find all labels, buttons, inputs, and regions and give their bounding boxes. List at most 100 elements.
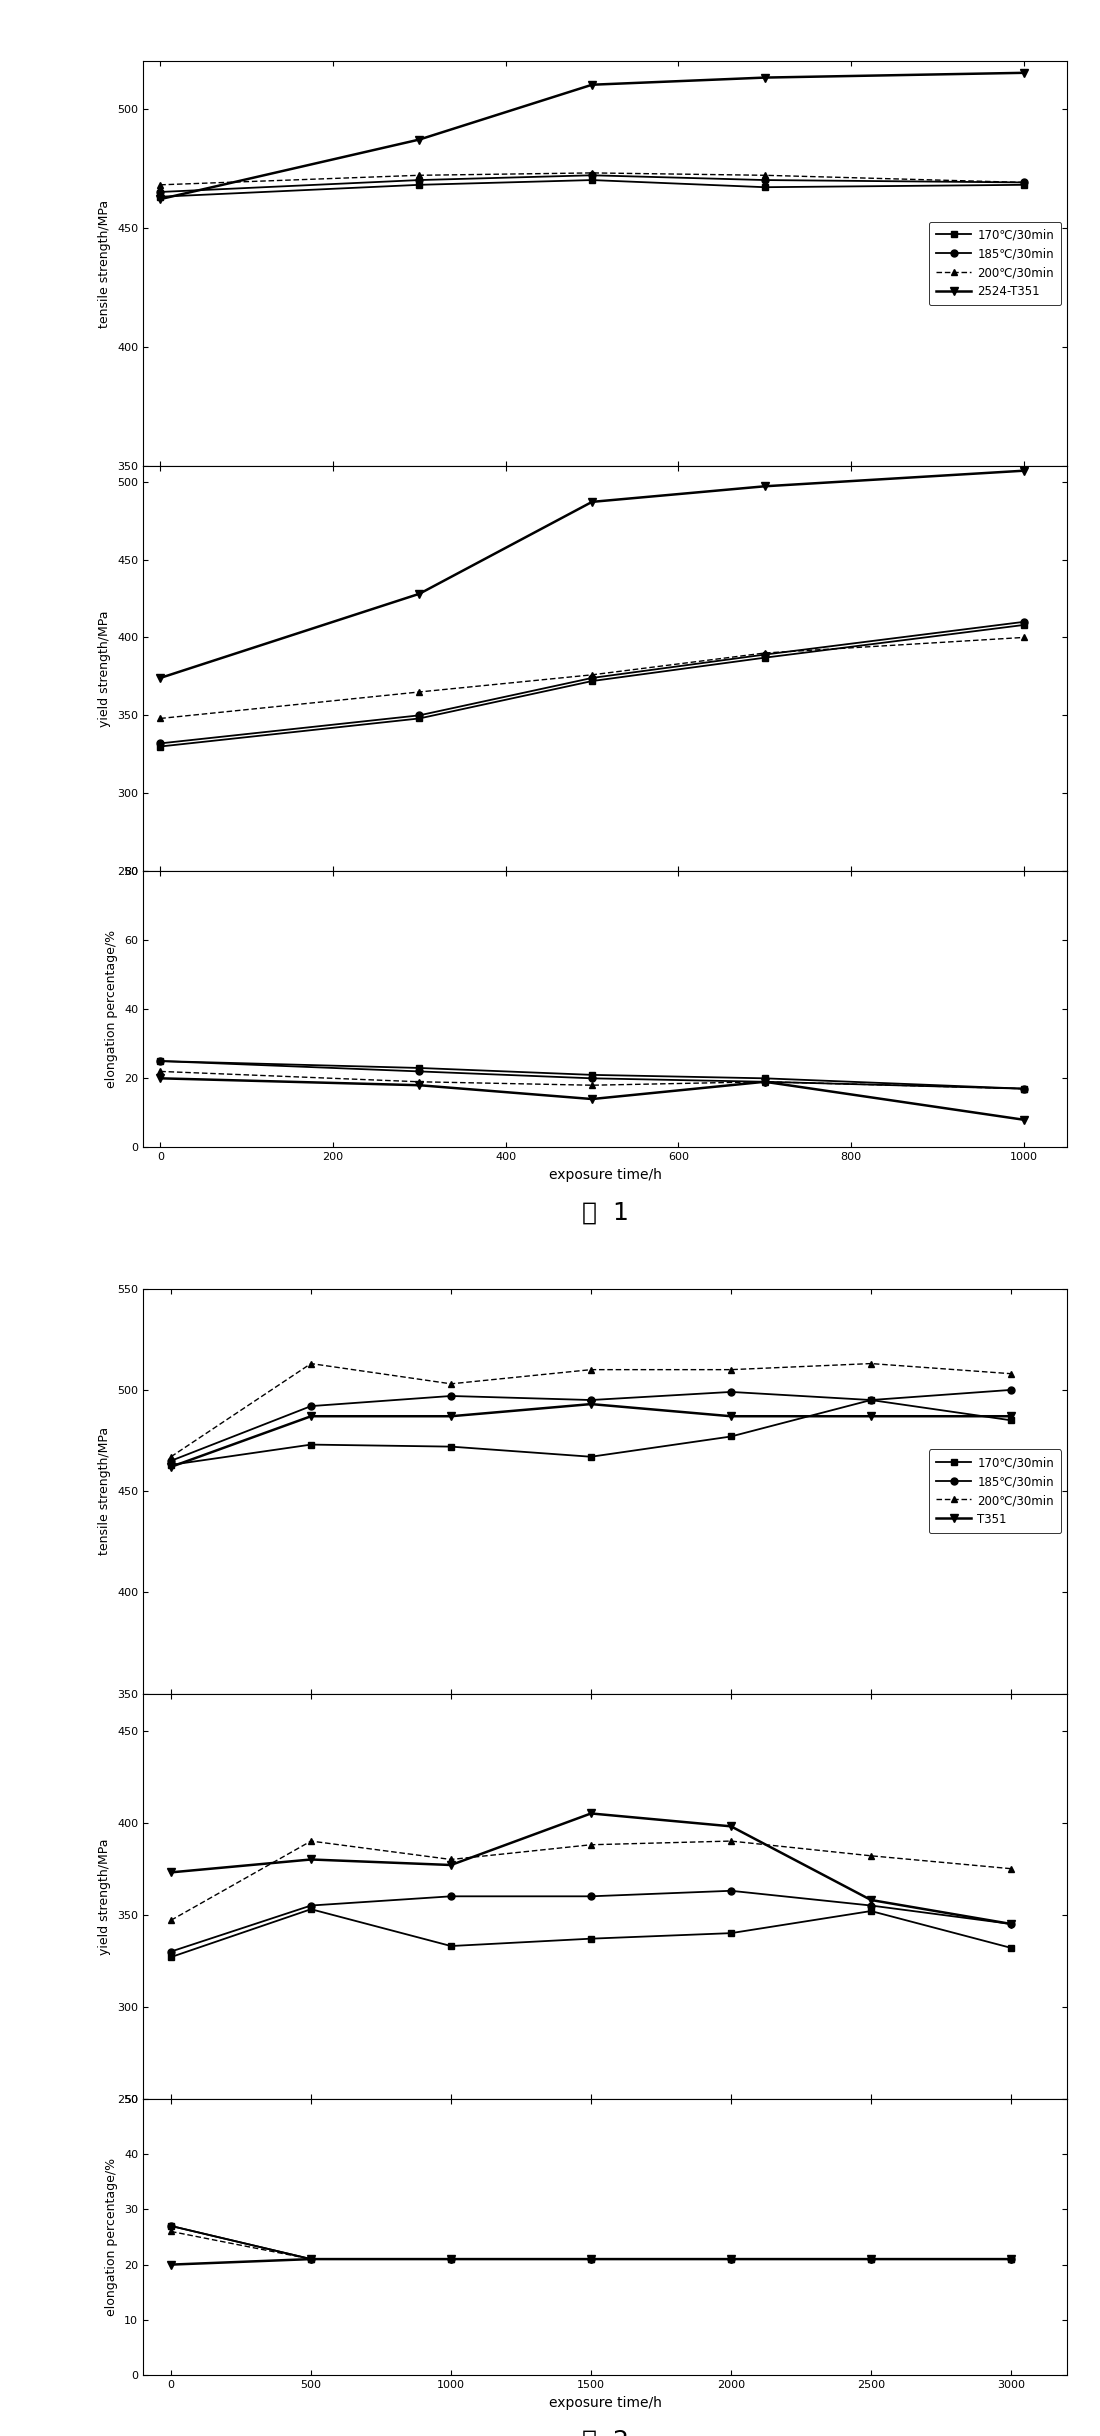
170℃/30min [164, 1449, 177, 1479]
Line: 2524-T351: 2524-T351 [156, 1074, 1028, 1123]
185℃/30min [305, 1890, 318, 1920]
Y-axis label: yield strength/MPa: yield strength/MPa [99, 1839, 111, 1954]
2524-T351 [758, 1067, 771, 1096]
185℃/30min [758, 166, 771, 195]
170℃/30min [1004, 2244, 1018, 2273]
200℃/30min [865, 2244, 878, 2273]
185℃/30min [725, 1376, 738, 1406]
T351 [725, 1812, 738, 1842]
2524-T351 [585, 487, 598, 516]
185℃/30min [1018, 607, 1031, 636]
T351 [725, 1401, 738, 1430]
170℃/30min [865, 1386, 878, 1415]
200℃/30min [865, 1350, 878, 1379]
200℃/30min [725, 2244, 738, 2273]
170℃/30min [865, 2244, 878, 2273]
Line: T351: T351 [167, 2256, 1015, 2268]
170℃/30min [154, 1047, 167, 1077]
170℃/30min [585, 1060, 598, 1089]
200℃/30min [305, 1827, 318, 1856]
200℃/30min [584, 1829, 597, 1859]
200℃/30min [725, 1827, 738, 1856]
Line: 200℃/30min: 200℃/30min [157, 1067, 1027, 1091]
170℃/30min [725, 1423, 738, 1452]
Legend: 170℃/30min, 185℃/30min, 200℃/30min, T351: 170℃/30min, 185℃/30min, 200℃/30min, T351 [928, 1449, 1062, 1532]
T351 [584, 1389, 597, 1418]
200℃/30min [305, 2244, 318, 2273]
185℃/30min [865, 2244, 878, 2273]
185℃/30min [1004, 1910, 1018, 1939]
2524-T351 [585, 71, 598, 100]
200℃/30min [305, 1350, 318, 1379]
200℃/30min [1004, 2244, 1018, 2273]
2524-T351 [758, 63, 771, 93]
170℃/30min [584, 1924, 597, 1954]
170℃/30min [1018, 171, 1031, 200]
Y-axis label: tensile strength/MPa: tensile strength/MPa [99, 1427, 111, 1554]
2524-T351 [585, 1084, 598, 1113]
170℃/30min [444, 1932, 458, 1961]
Y-axis label: elongation percentage/%: elongation percentage/% [106, 931, 119, 1089]
185℃/30min [164, 2212, 177, 2241]
Text: 图  1: 图 1 [582, 1201, 628, 1225]
200℃/30min [412, 1067, 426, 1096]
Line: 2524-T351: 2524-T351 [156, 68, 1028, 202]
170℃/30min [444, 1432, 458, 1462]
170℃/30min [1018, 611, 1031, 641]
185℃/30min [1018, 168, 1031, 197]
200℃/30min [1018, 168, 1031, 197]
Line: 200℃/30min: 200℃/30min [167, 2229, 1014, 2263]
185℃/30min [412, 702, 426, 731]
185℃/30min [154, 1047, 167, 1077]
170℃/30min [725, 1920, 738, 1949]
200℃/30min [164, 1442, 177, 1471]
Line: 200℃/30min: 200℃/30min [167, 1359, 1014, 1459]
200℃/30min [584, 2244, 597, 2273]
2524-T351 [412, 1069, 426, 1099]
200℃/30min [585, 158, 598, 188]
200℃/30min [412, 161, 426, 190]
Text: 图  2: 图 2 [582, 2429, 628, 2436]
200℃/30min [1018, 1074, 1031, 1104]
Y-axis label: tensile strength/MPa: tensile strength/MPa [99, 200, 111, 326]
185℃/30min [584, 1386, 597, 1415]
185℃/30min [412, 1057, 426, 1086]
T351 [1004, 2244, 1018, 2273]
Legend: 170℃/30min, 185℃/30min, 200℃/30min, 2524-T351: 170℃/30min, 185℃/30min, 200℃/30min, 2524… [928, 222, 1062, 304]
170℃/30min [758, 173, 771, 202]
Line: 170℃/30min: 170℃/30min [167, 1905, 1014, 1961]
185℃/30min [305, 1391, 318, 1420]
185℃/30min [305, 2244, 318, 2273]
185℃/30min [758, 1067, 771, 1096]
T351 [164, 1452, 177, 1481]
200℃/30min [585, 1069, 598, 1099]
2524-T351 [154, 1065, 167, 1094]
200℃/30min [154, 704, 167, 733]
185℃/30min [585, 161, 598, 190]
200℃/30min [758, 161, 771, 190]
Line: 170℃/30min: 170℃/30min [167, 2222, 1014, 2263]
Line: T351: T351 [167, 1401, 1015, 1471]
T351 [444, 2244, 458, 2273]
200℃/30min [758, 1067, 771, 1096]
Line: 200℃/30min: 200℃/30min [167, 1837, 1014, 1924]
170℃/30min [412, 1052, 426, 1082]
T351 [865, 1885, 878, 1915]
200℃/30min [865, 1842, 878, 1871]
170℃/30min [305, 1895, 318, 1924]
Y-axis label: yield strength/MPa: yield strength/MPa [99, 611, 111, 726]
200℃/30min [412, 677, 426, 706]
185℃/30min [164, 1937, 177, 1966]
185℃/30min [725, 1876, 738, 1905]
200℃/30min [444, 1844, 458, 1873]
185℃/30min [1004, 1376, 1018, 1406]
200℃/30min [1018, 624, 1031, 653]
170℃/30min [758, 643, 771, 672]
170℃/30min [1004, 1406, 1018, 1435]
185℃/30min [584, 2244, 597, 2273]
Line: T351: T351 [167, 1810, 1015, 1929]
2524-T351 [412, 580, 426, 609]
185℃/30min [444, 1381, 458, 1410]
X-axis label: exposure time/h: exposure time/h [549, 2395, 661, 2409]
T351 [305, 1401, 318, 1430]
